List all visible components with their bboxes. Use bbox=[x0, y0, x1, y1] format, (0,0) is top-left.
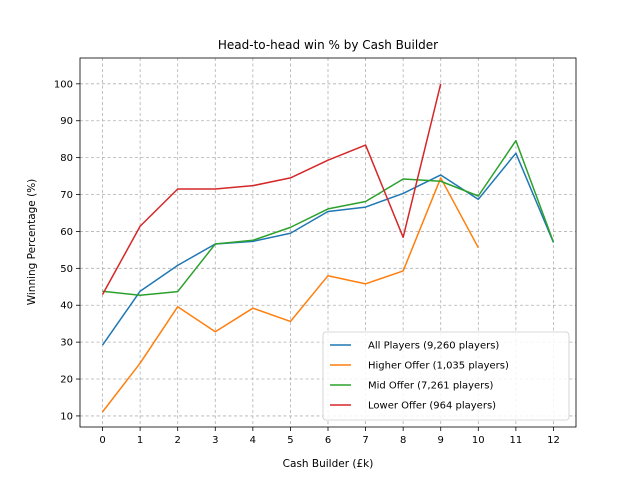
series-line-2 bbox=[101, 177, 479, 413]
x-tick-label: 10 bbox=[472, 435, 485, 446]
y-tick-label: 70 bbox=[60, 190, 73, 201]
y-tick-label: 50 bbox=[60, 264, 73, 275]
y-tick-label: 80 bbox=[60, 153, 73, 164]
legend: All Players (9,260 players) Higher Offer … bbox=[322, 331, 570, 421]
x-tick-label: 7 bbox=[362, 435, 368, 446]
legend-label: Lower Offer (964 players) bbox=[368, 401, 496, 412]
legend-box bbox=[322, 331, 570, 421]
series-line-3 bbox=[102, 139, 555, 297]
y-axis-label: Winning Percentage (%) bbox=[26, 179, 38, 306]
y-tick-label: 90 bbox=[60, 116, 73, 127]
y-tick-label: 30 bbox=[60, 338, 73, 349]
legend-label: Mid Offer (7,261 players) bbox=[368, 381, 493, 392]
chart-title: Head-to-head win % by Cash Builder bbox=[218, 38, 438, 52]
y-axis: 10 20 30 40 50 60 70 80 90 100 bbox=[54, 79, 80, 422]
x-tick-label: 1 bbox=[137, 435, 143, 446]
x-tick-label: 4 bbox=[250, 435, 256, 446]
x-tick-label: 11 bbox=[510, 435, 523, 446]
series-line-1 bbox=[101, 152, 555, 346]
x-axis: 0 1 2 3 4 5 6 7 8 9 10 11 12 bbox=[99, 427, 560, 446]
y-tick-label: 20 bbox=[60, 375, 73, 386]
legend-label: Higher Offer (1,035 players) bbox=[368, 361, 509, 372]
x-tick-label: 8 bbox=[400, 435, 406, 446]
legend-label: All Players (9,260 players) bbox=[368, 341, 499, 352]
y-tick-label: 60 bbox=[60, 227, 73, 238]
y-tick-label: 100 bbox=[54, 79, 73, 90]
x-tick-label: 9 bbox=[438, 435, 444, 446]
series-line-4 bbox=[101, 83, 442, 295]
x-tick-label: 3 bbox=[212, 435, 218, 446]
x-axis-label: Cash Builder (£k) bbox=[283, 458, 374, 470]
x-tick-label: 6 bbox=[325, 435, 331, 446]
y-tick-label: 10 bbox=[60, 411, 73, 422]
series-lines bbox=[101, 83, 555, 413]
x-tick-label: 12 bbox=[547, 435, 560, 446]
x-tick-label: 2 bbox=[175, 435, 181, 446]
y-tick-label: 40 bbox=[60, 301, 73, 312]
x-tick-label: 5 bbox=[287, 435, 293, 446]
x-tick-label: 0 bbox=[99, 435, 105, 446]
